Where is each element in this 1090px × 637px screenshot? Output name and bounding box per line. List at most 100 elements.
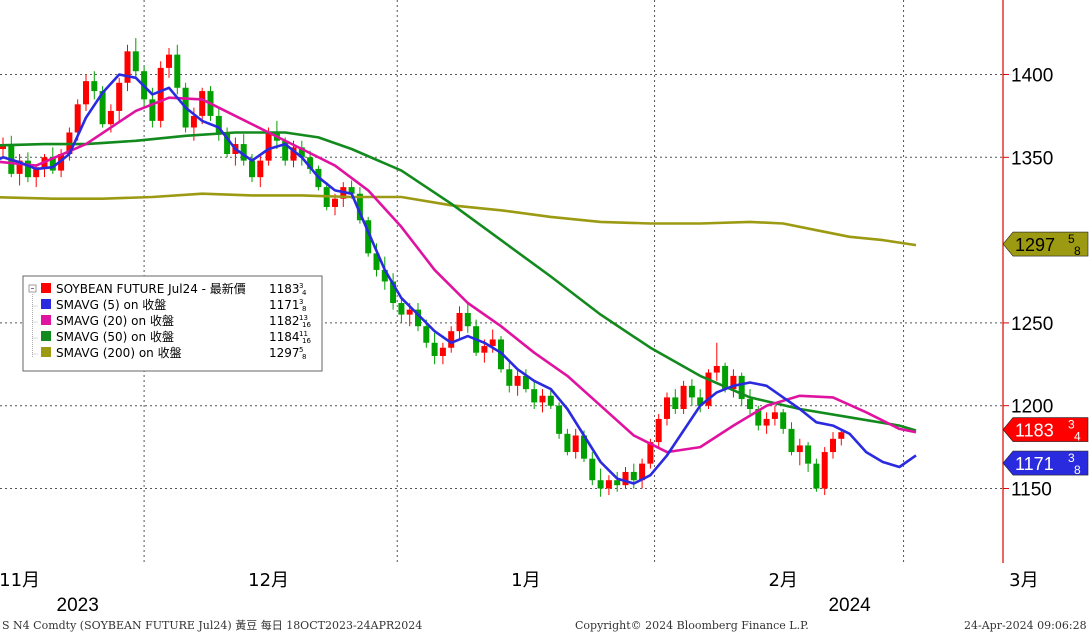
- candle-body: [224, 132, 231, 154]
- legend-swatch: [41, 299, 51, 309]
- legend-series-name: SMAVG (200) on 收盤: [56, 346, 182, 360]
- legend-series-name: SOYBEAN FUTURE Jul24 - 最新價: [56, 281, 246, 296]
- badge-value: 1183: [1015, 421, 1054, 441]
- candle-body: [788, 428, 795, 453]
- candle-body: [124, 51, 131, 83]
- badge-frac-top: 3: [1068, 451, 1075, 465]
- legend-frac-bottom: 16: [302, 337, 311, 345]
- candle-body: [448, 331, 455, 348]
- candle-body: [614, 480, 621, 486]
- y-tick-label: 1250: [1011, 314, 1053, 335]
- legend-series-value: 1182: [269, 314, 300, 328]
- legend-series-value: 1171: [269, 298, 300, 312]
- candle-body: [639, 463, 646, 481]
- candle-body: [664, 397, 670, 419]
- candle-body: [33, 167, 40, 178]
- candle-body: [713, 365, 720, 373]
- candle-body: [431, 342, 438, 357]
- candle-body: [249, 160, 255, 178]
- legend-series-name: SMAVG (5) on 收盤: [56, 298, 166, 312]
- candle-body: [190, 115, 197, 128]
- footer-right-text: 24-Apr-2024 09:06:28: [964, 619, 1087, 632]
- badge-shape: [1002, 231, 1089, 257]
- candle-body: [531, 389, 538, 403]
- candle-body: [415, 309, 421, 327]
- candle-body: [539, 395, 546, 403]
- candle-body: [597, 480, 604, 489]
- legend-frac-bottom: 16: [302, 321, 311, 329]
- candle-body: [199, 91, 206, 116]
- candle-body: [747, 399, 753, 410]
- legend-frac-top: 3: [299, 298, 303, 306]
- price-badge-sma200: 1297 58: [1002, 231, 1089, 258]
- candle-body: [91, 81, 98, 92]
- year-label: 2024: [828, 595, 871, 616]
- candle-body: [730, 375, 737, 390]
- candle-body: [489, 339, 496, 347]
- candle-body: [581, 435, 587, 459]
- candle-body: [74, 104, 81, 133]
- badge-frac-top: 3: [1068, 418, 1075, 432]
- candle-body: [257, 160, 264, 178]
- price-badge-last: 1183 34: [1002, 417, 1089, 444]
- candle-body: [647, 442, 654, 464]
- moving-averages: [0, 73, 917, 485]
- y-tick-label: 1200: [1011, 397, 1053, 418]
- legend-frac-top: 5: [299, 346, 303, 354]
- y-tick-label: 1150: [1011, 479, 1052, 500]
- badge-shape: [1002, 417, 1089, 442]
- legend-frac-top: 3: [299, 282, 303, 290]
- candle-body: [705, 372, 712, 406]
- sma50-line: [0, 131, 917, 432]
- badge-shape: [1002, 450, 1089, 476]
- footer-center-text: Copyright© 2024 Bloomberg Finance L.P.: [575, 619, 809, 632]
- candle-body: [605, 480, 612, 489]
- candle-body: [805, 445, 812, 464]
- legend-swatch: [41, 315, 51, 325]
- badge-frac-top: 5: [1068, 232, 1075, 246]
- candle-body: [572, 435, 579, 453]
- candle-body: [796, 445, 803, 453]
- candle-body: [630, 471, 637, 481]
- legend-swatch: [41, 331, 51, 341]
- candle-body: [589, 458, 596, 481]
- candle-body: [722, 365, 729, 390]
- candle-body: [99, 91, 106, 125]
- candle-body: [282, 140, 289, 161]
- candles-group: [0, 38, 845, 497]
- badge-value: 1297: [1015, 235, 1055, 255]
- candle-body: [838, 432, 845, 439]
- candle-body: [688, 385, 695, 398]
- candle-body: [821, 452, 828, 489]
- candle-body: [356, 193, 363, 221]
- candle-body: [390, 281, 397, 304]
- candle-body: [406, 309, 413, 315]
- candle-body: [830, 438, 836, 453]
- legend-series-value: 1297: [269, 346, 300, 360]
- legend-swatch: [41, 347, 51, 357]
- candle-body: [771, 412, 778, 419]
- candle-body: [365, 220, 372, 254]
- candle-body: [672, 397, 679, 410]
- candle-body: [83, 81, 89, 105]
- y-axis: 1400 1350 1250 1200 1150: [1002, 0, 1053, 563]
- month-label: 11月: [0, 570, 40, 591]
- candle-body: [24, 160, 31, 178]
- candle-body: [522, 375, 529, 390]
- candle-body: [564, 433, 571, 453]
- legend-frac-bottom: 4: [302, 289, 307, 297]
- badge-frac-bottom: 4: [1074, 430, 1081, 444]
- grid-lines: [0, 0, 1003, 563]
- month-label: 12月: [248, 570, 289, 591]
- legend-box: [22, 275, 323, 372]
- candle-body: [107, 110, 114, 125]
- price-badge-sma5: 1171 38: [1002, 450, 1089, 477]
- candle-body: [655, 418, 662, 443]
- candle-body: [132, 51, 139, 72]
- sma20-line: [0, 96, 917, 454]
- legend-series-value: 1183: [269, 282, 300, 296]
- candle-body: [697, 397, 704, 406]
- candle-body: [755, 409, 762, 426]
